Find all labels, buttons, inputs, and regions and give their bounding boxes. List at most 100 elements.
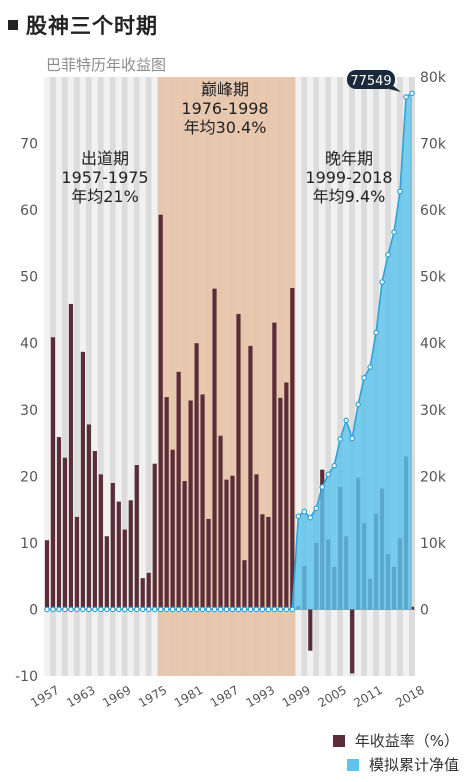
callout-value: 77549 (350, 74, 391, 89)
period-early-label: 1957-1975 (61, 168, 148, 187)
cumulative-point (403, 94, 409, 100)
cumulative-point (253, 606, 260, 613)
cumulative-point (187, 606, 194, 613)
bar-annual-return (104, 536, 109, 610)
cumulative-point (163, 606, 170, 613)
legend-bar-swatch (332, 734, 345, 747)
bar-annual-return (176, 371, 181, 610)
bar-annual-return (134, 465, 139, 610)
background-stripe (151, 77, 158, 676)
cumulative-point (307, 514, 314, 521)
background-stripe (121, 77, 128, 676)
x-axis-tick: 1975 (136, 683, 169, 710)
background-stripe (115, 77, 122, 676)
cumulative-point (205, 606, 212, 613)
right-axis-tick: 30k (420, 403, 447, 419)
period-late-label: 年均9.4% (313, 187, 386, 206)
cumulative-point (74, 606, 80, 613)
cumulative-point (229, 606, 236, 613)
cumulative-point (265, 606, 272, 613)
cumulative-point (157, 606, 164, 613)
cumulative-point (301, 508, 308, 515)
cumulative-point (367, 364, 373, 370)
cumulative-point (86, 606, 92, 613)
cumulative-point (139, 606, 146, 613)
legend-cumulative-label: 模拟累计净值 (368, 756, 459, 774)
cumulative-point (247, 606, 254, 613)
background-stripe (349, 77, 356, 676)
left-axis-tick: 30 (20, 403, 38, 419)
background-stripe (343, 77, 350, 676)
bar-annual-return (260, 514, 265, 610)
bar-annual-return (122, 529, 127, 610)
background-stripe (103, 77, 110, 676)
background-stripe (301, 77, 308, 676)
x-axis-tick: 1963 (64, 683, 97, 710)
x-axis-tick: 2011 (351, 683, 384, 710)
cumulative-point (104, 606, 110, 613)
cumulative-point (379, 279, 385, 285)
bar-annual-return (248, 345, 253, 610)
cumulative-point (289, 606, 296, 613)
x-axis-tick: 2018 (393, 683, 426, 710)
x-axis-tick: 1999 (280, 683, 313, 710)
right-axis-tick: 40k (420, 336, 447, 352)
cumulative-point (115, 606, 122, 613)
right-axis-tick: 50k (420, 270, 447, 286)
bar-annual-return (98, 474, 103, 610)
bar-annual-return (116, 501, 121, 610)
cumulative-point (235, 606, 242, 613)
bar-annual-return (182, 480, 187, 610)
cumulative-point (121, 606, 128, 613)
period-peak-label: 1976-1998 (181, 99, 268, 118)
bar-annual-return (92, 451, 97, 610)
bar-annual-return (200, 394, 205, 610)
period-late-label: 晚年期 (325, 149, 373, 168)
cumulative-point (325, 471, 332, 478)
bar-annual-return (152, 463, 157, 610)
cumulative-point (343, 417, 349, 424)
bar-annual-return (62, 457, 68, 610)
cumulative-point (133, 606, 140, 613)
bar-annual-return (86, 424, 91, 610)
period-early-label: 出道期 (81, 149, 129, 168)
chart-subtitle: 巴菲特历年收益图 (46, 56, 167, 74)
cumulative-point (259, 606, 266, 613)
chart-svg: -10 0 10 20 30 40 50 60 70 0 10k 20k 30k 40k 50k 60k 70k… (15, 70, 447, 710)
left-axis-tick: 20 (20, 469, 38, 485)
right-axis-tick: 80k (420, 70, 447, 86)
cumulative-point (277, 606, 284, 613)
cumulative-point (319, 484, 326, 490)
bar-annual-return (254, 474, 259, 610)
background-stripe (139, 77, 146, 676)
bar-annual-return (218, 435, 223, 610)
x-axis-tick: 1969 (100, 683, 133, 710)
cumulative-point (199, 606, 206, 613)
background-stripe (337, 77, 344, 676)
right-axis-tick: 10k (420, 536, 447, 552)
cumulative-area (46, 93, 413, 610)
cumulative-point (50, 606, 56, 613)
bar-annual-return (56, 437, 62, 610)
cumulative-point (44, 606, 50, 613)
chart-title: 股神三个时期 (26, 14, 158, 38)
cumulative-point (271, 606, 278, 613)
bar-annual-return (236, 313, 241, 610)
cumulative-point (331, 462, 338, 469)
bar-annual-return (194, 343, 199, 610)
bar-annual-return (212, 288, 217, 610)
bar-annual-return (50, 337, 56, 610)
period-late-label: 1999-2018 (305, 168, 392, 187)
cumulative-point (151, 606, 158, 613)
background-stripe (97, 77, 104, 676)
x-axis-tick: 1987 (208, 683, 241, 710)
period-peak-label: 巅峰期 (201, 80, 249, 99)
bar-annual-return (308, 609, 313, 651)
period-peak-label: 年均30.4% (184, 118, 267, 137)
left-axis-tick: 10 (20, 536, 38, 552)
left-axis-tick: 50 (20, 270, 38, 286)
cumulative-point (373, 329, 379, 336)
background-stripe (85, 77, 92, 676)
cumulative-point (145, 606, 152, 613)
cumulative-point (397, 188, 403, 195)
